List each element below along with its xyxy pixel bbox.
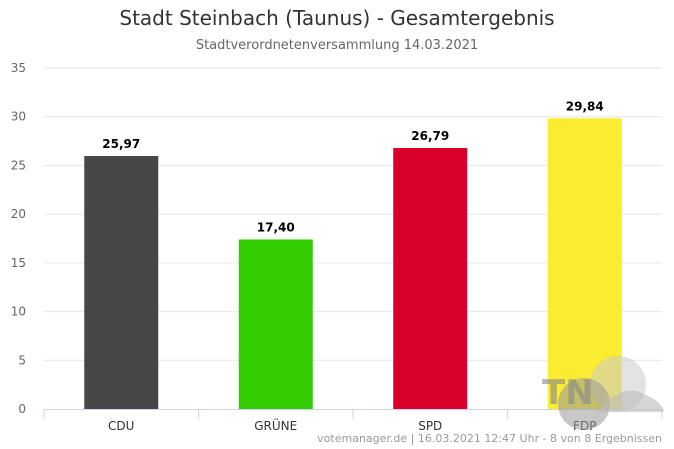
chart-subtitle: Stadtverordnetenversammlung 14.03.2021 [195, 38, 479, 53]
y-tick-label: 10 [11, 305, 26, 319]
labels: 0 5 10 15 20 25 30 35 25,97 CDU 17,40 GRÜNE 26,79 SPD… [11, 61, 604, 433]
category-label: CDU [108, 419, 134, 433]
y-tick-label: 30 [11, 110, 26, 124]
y-tick-label: 15 [11, 256, 26, 270]
y-tick-label: 25 [11, 158, 26, 172]
category-label: SPD [418, 419, 442, 433]
category-label: GRÜNE [254, 417, 297, 433]
bar-cdu [84, 155, 159, 409]
data-label: 26,79 [411, 129, 449, 143]
chart-title: Stadt Steinbach (Taunus) - Gesamtergebni… [119, 6, 555, 30]
data-label: 25,97 [102, 137, 140, 151]
data-label: 17,40 [257, 220, 295, 234]
tn-logo-watermark: TN [542, 356, 664, 430]
data-label: 29,84 [566, 99, 604, 113]
bar-grüne [238, 239, 313, 409]
bar-spd [393, 147, 468, 409]
bars [84, 118, 622, 410]
y-tick-label: 5 [18, 353, 26, 367]
y-tick-label: 35 [11, 61, 26, 75]
watermark-text: TN [542, 373, 594, 413]
credits-text: votemanager.de | 16.03.2021 12:47 Uhr - … [317, 432, 662, 445]
y-tick-label: 0 [18, 402, 26, 416]
y-tick-label: 20 [11, 207, 26, 221]
